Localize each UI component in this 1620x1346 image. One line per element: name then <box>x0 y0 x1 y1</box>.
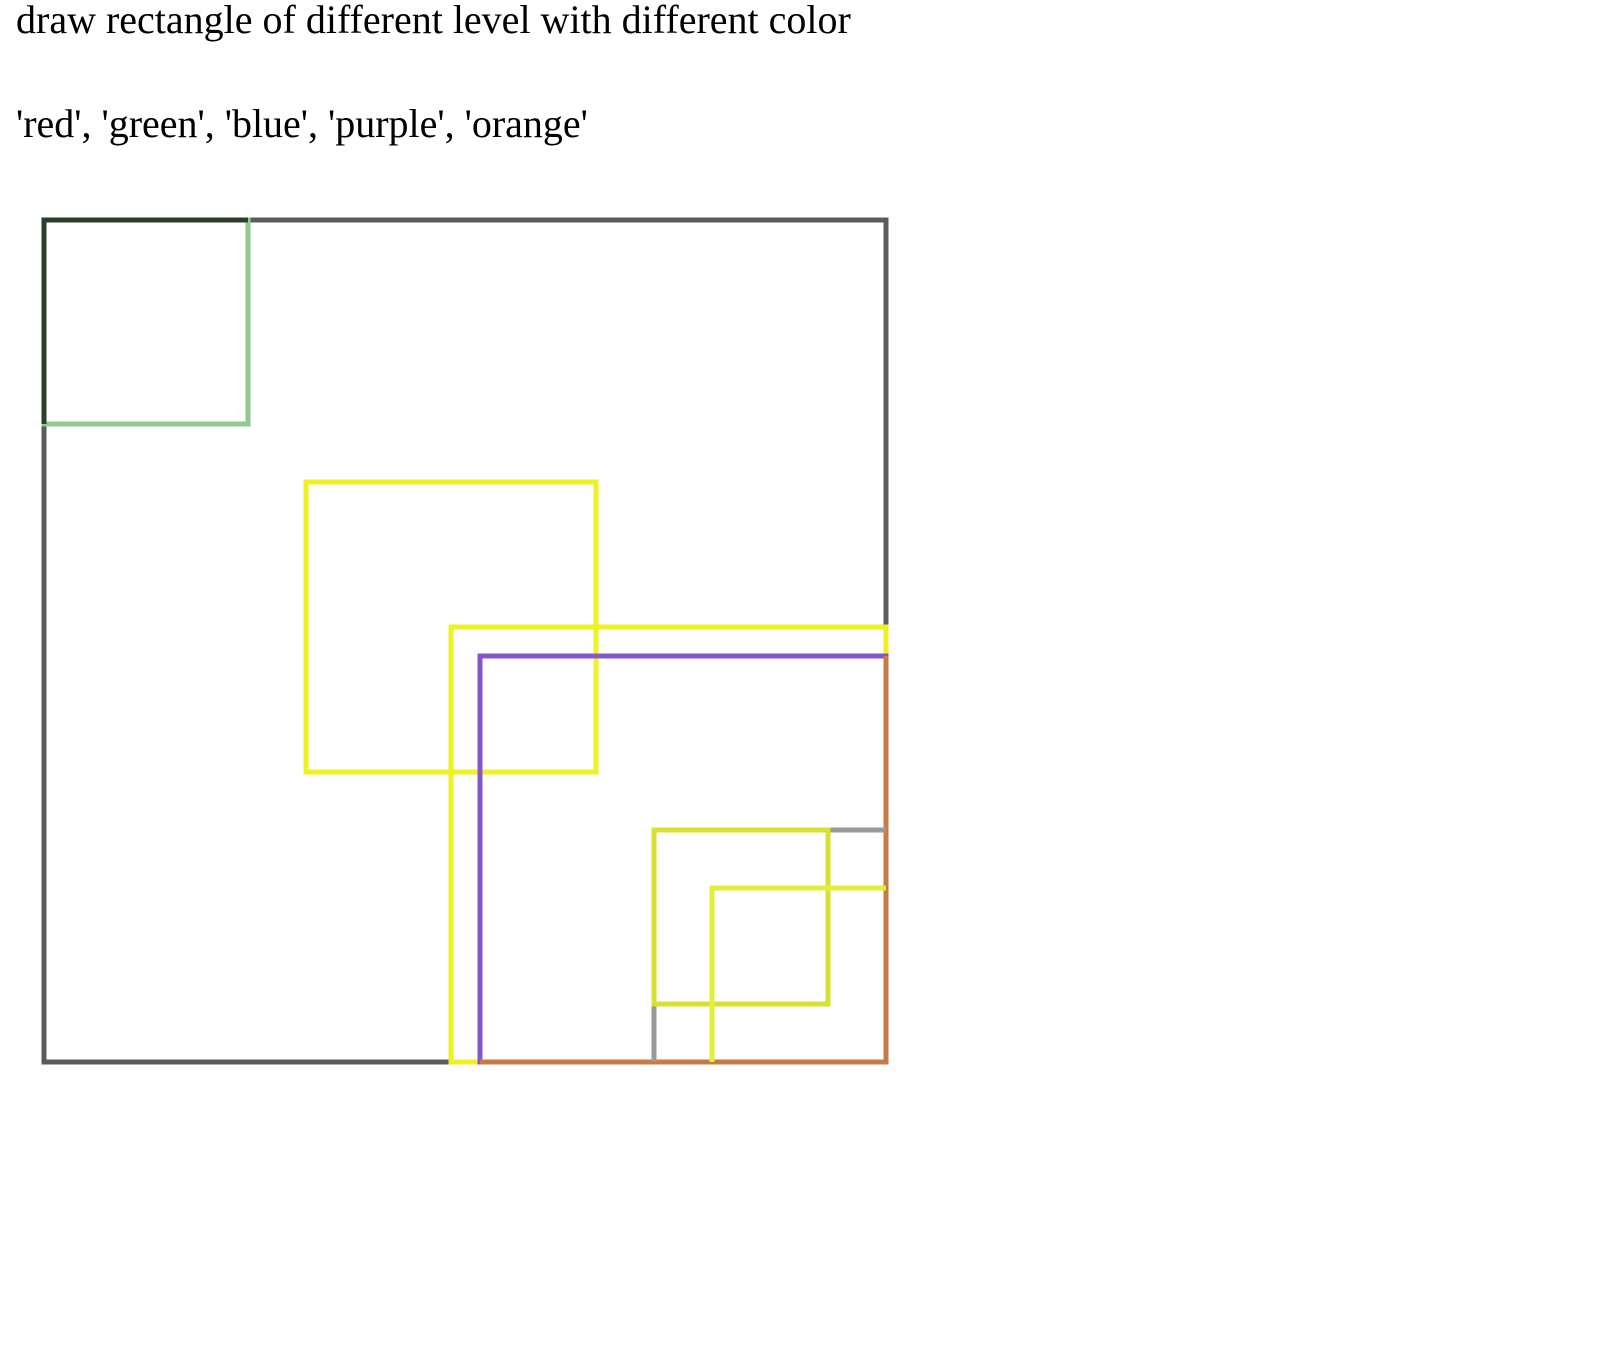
level-1-rectangle-top-left <box>41 217 251 427</box>
level-4-rectangle-yellow <box>709 885 886 1062</box>
color-list-text: 'red', 'green', 'blue', 'purple', 'orang… <box>16 101 588 146</box>
rectangle-canvas <box>41 217 889 1065</box>
level-0-rectangle <box>41 217 889 1065</box>
level-3-rectangle-gray <box>651 827 886 1062</box>
level-3-rectangle-yellow <box>651 827 831 1007</box>
level-1-rectangle-top-left-overlap <box>41 217 248 424</box>
level-1-rectangle-bottom-right-outer <box>448 624 889 1065</box>
level-2-rectangle-bottom-right <box>477 653 889 1065</box>
page-title: draw rectangle of different level with d… <box>16 0 851 42</box>
level-2-rectangle-orange-edges <box>480 656 889 1065</box>
